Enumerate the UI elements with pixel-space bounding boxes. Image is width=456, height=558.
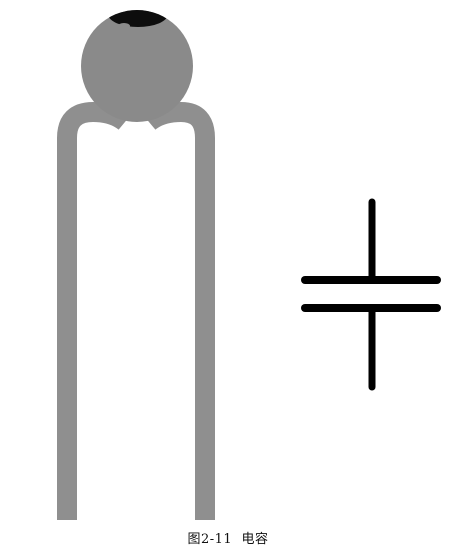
capacitor-leads (57, 102, 215, 520)
capacitor-figure (57, 10, 441, 520)
capacitor-body (81, 10, 193, 122)
capacitor-symbol (301, 198, 441, 391)
ceramic-capacitor-component (57, 10, 215, 520)
body-top-mark (108, 10, 168, 27)
figure-caption: 图2-11 电容 (187, 532, 269, 547)
